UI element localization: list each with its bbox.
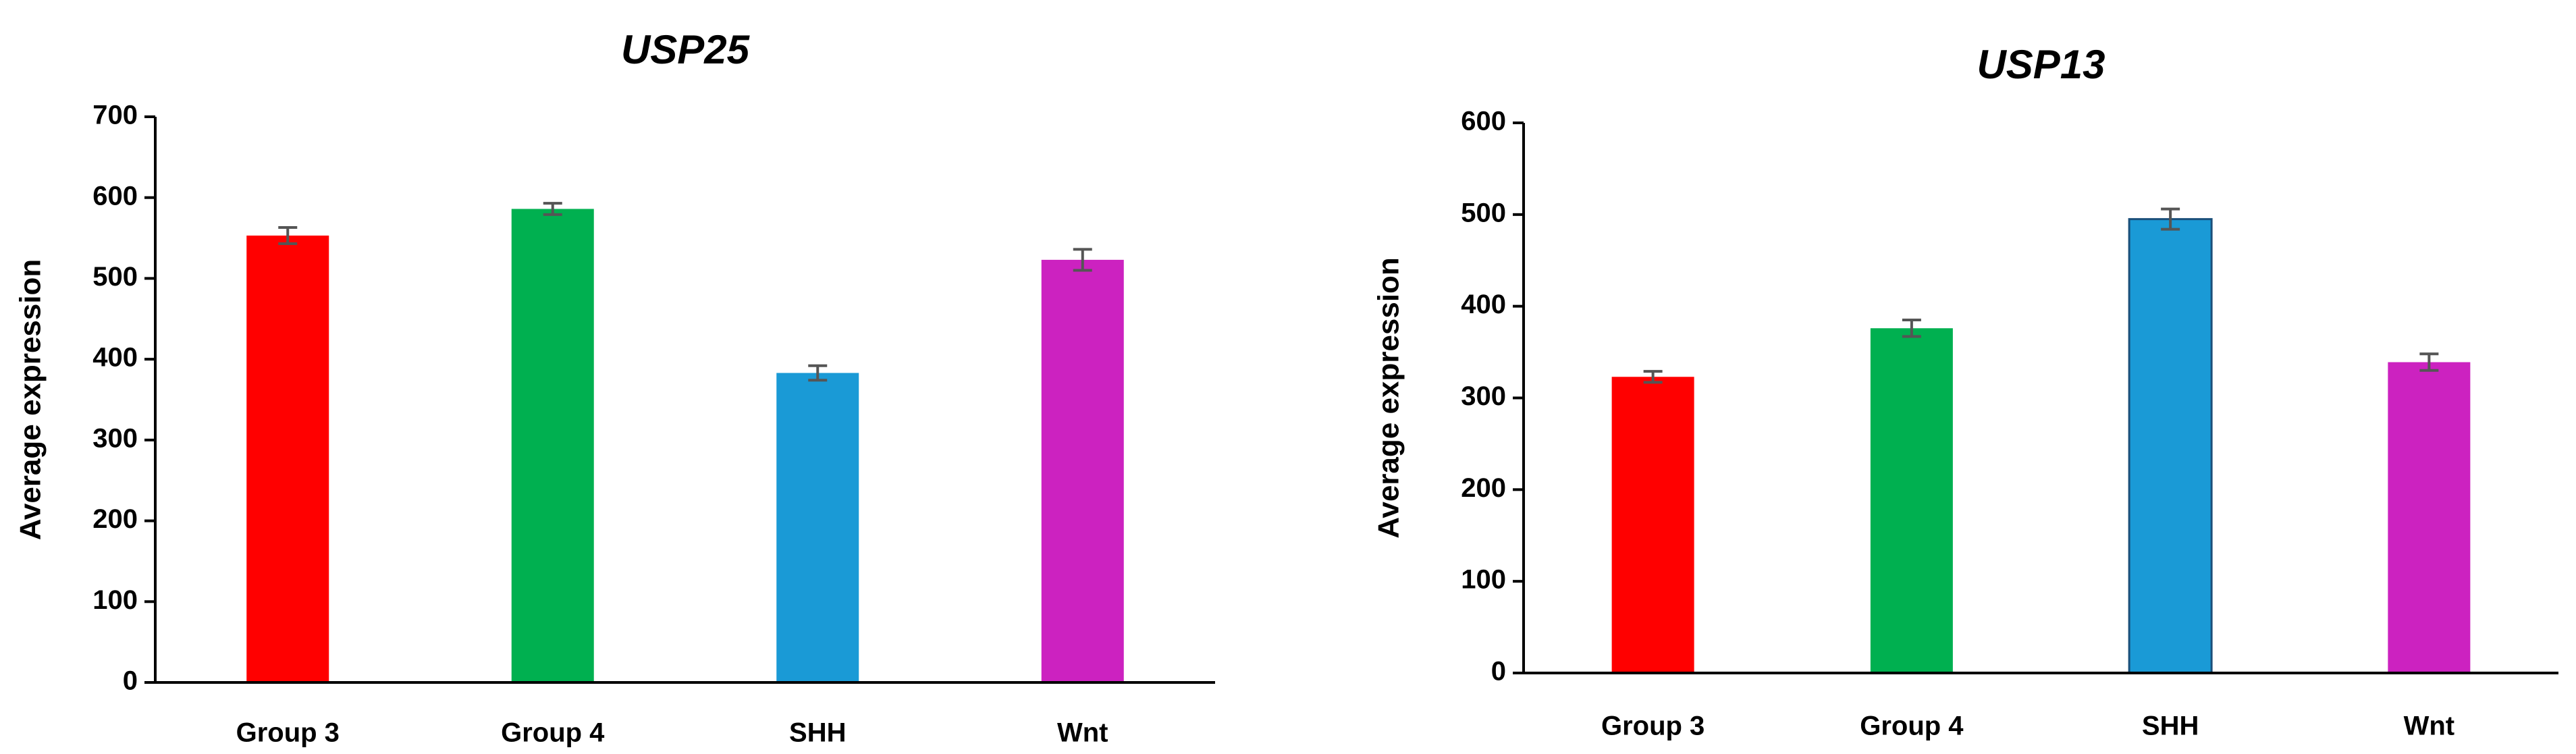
- bar-group-3: [246, 235, 329, 683]
- bar-wnt: [2388, 362, 2471, 673]
- bar-shh: [776, 373, 859, 682]
- chart-title: USP25: [621, 27, 751, 72]
- y-tick-label: 600: [92, 181, 138, 211]
- bar-wnt: [1041, 259, 1124, 682]
- x-tick-label: Group 3: [1601, 711, 1705, 741]
- chart-usp13: USP13 Average expression Group 3 Group 4 SHH…: [1372, 42, 2558, 741]
- bar-shh: [2128, 218, 2213, 674]
- y-tick-label: 0: [123, 666, 138, 696]
- y-tick-label: 700: [92, 101, 138, 130]
- y-axis-label: Average expression: [14, 259, 47, 541]
- y-tick-label: 300: [1461, 381, 1506, 411]
- x-tick-label: Group 3: [236, 718, 340, 748]
- bar-group-4: [1870, 328, 1953, 673]
- y-tick-label: 500: [1461, 198, 1506, 227]
- y-tick-label: 0: [1491, 657, 1506, 686]
- chart-title: USP13: [1977, 42, 2105, 87]
- y-tick-label: 600: [1461, 107, 1506, 136]
- y-tick-label: 300: [92, 423, 138, 453]
- y-tick-label: 500: [92, 262, 138, 292]
- x-tick-label: Wnt: [2404, 711, 2455, 741]
- x-tick-label: Group 4: [1860, 711, 1964, 741]
- y-tick-label: 400: [92, 343, 138, 373]
- y-axis-label: Average expression: [1372, 257, 1405, 539]
- bar-group-4: [511, 209, 594, 683]
- x-tick-label: Wnt: [1057, 718, 1108, 748]
- y-tick-label: 100: [92, 585, 138, 615]
- y-tick-label: 200: [92, 504, 138, 534]
- bar-group-3: [1611, 377, 1694, 673]
- y-tick-label: 100: [1461, 565, 1506, 595]
- y-tick-label: 200: [1461, 473, 1506, 503]
- x-tick-label: SHH: [789, 718, 846, 748]
- y-tick-label: 400: [1461, 290, 1506, 319]
- x-tick-label: Group 4: [501, 718, 605, 748]
- x-tick-label: SHH: [2142, 711, 2199, 741]
- chart-usp25: USP25 Average expression Group 3 Group 4 SHH…: [14, 27, 1215, 748]
